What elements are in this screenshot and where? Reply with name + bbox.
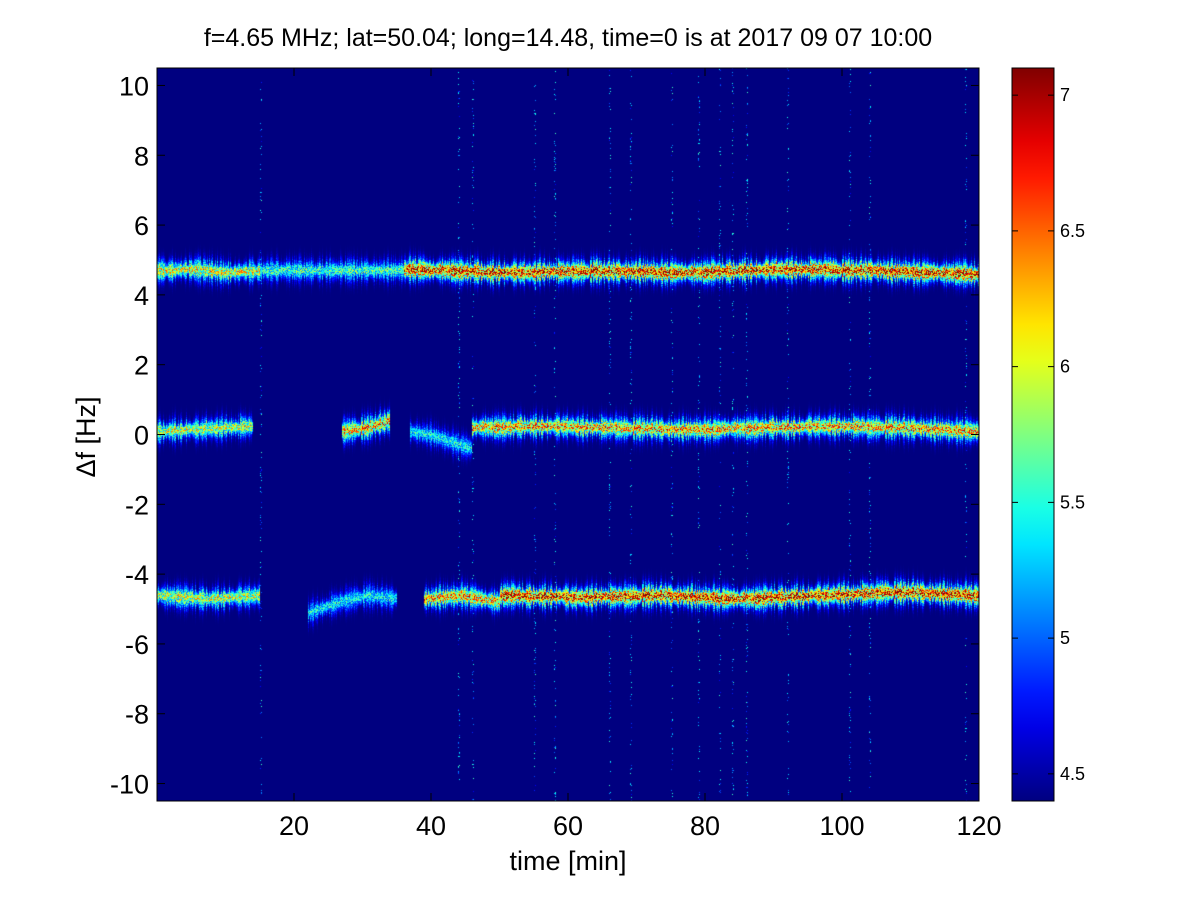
y-tick-label: 8: [134, 141, 149, 171]
colorbar: [1011, 67, 1055, 802]
x-tick-label: 80: [690, 811, 720, 841]
heatmap-image: [157, 68, 979, 801]
x-tick-label: 40: [416, 811, 446, 841]
y-tick-label: 6: [134, 211, 149, 241]
y-axis-label: Δf [Hz]: [71, 396, 101, 477]
y-tick-label: 10: [119, 71, 149, 101]
heatmap-area: [157, 68, 979, 801]
y-tick-label: -6: [125, 630, 149, 660]
x-tick-label: 100: [819, 811, 864, 841]
y-tick-label: -2: [125, 490, 149, 520]
colorbar-tick-label: 4.5: [1060, 764, 1085, 784]
y-tick-label: -10: [110, 770, 149, 800]
x-tick-label: 120: [956, 811, 1001, 841]
y-axis-ticks: -10 -8 -6 -4 -2 0 2 4 6 8 10: [110, 71, 979, 800]
y-tick-label: 4: [134, 281, 149, 311]
colorbar-tick-label: 5.5: [1060, 492, 1085, 512]
colorbar-tick-label: 7: [1060, 85, 1070, 105]
y-tick-label: 2: [134, 351, 149, 381]
colorbar-ticks: 4.5 5 5.5 6 6.5 7: [1012, 85, 1085, 784]
x-tick-label: 20: [279, 811, 309, 841]
colorbar-tick-label: 6: [1060, 357, 1070, 377]
colorbar-tick-label: 6.5: [1060, 221, 1085, 241]
x-tick-label: 60: [553, 811, 583, 841]
x-axis-ticks: 20 40 60 80 100 120: [279, 68, 1002, 841]
y-tick-label: 0: [134, 421, 149, 451]
x-axis-label: time [min]: [509, 846, 626, 876]
chart-title: f=4.65 MHz; lat=50.04; long=14.48, time=…: [204, 24, 932, 52]
colorbar-tick-label: 5: [1060, 628, 1070, 648]
y-tick-label: -8: [125, 700, 149, 730]
y-tick-label: -4: [125, 560, 149, 590]
